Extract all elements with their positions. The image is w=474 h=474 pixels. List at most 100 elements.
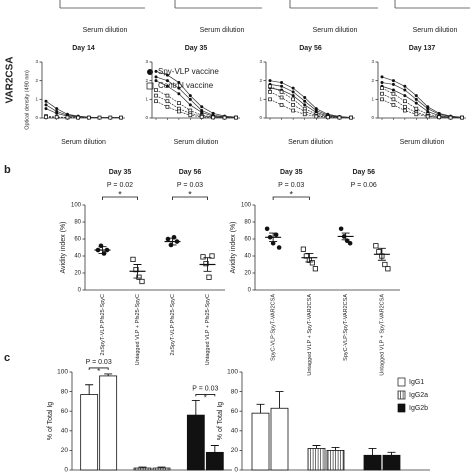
data-point: [279, 95, 284, 100]
x-tick-label: SpyC-VLP:SpyT-VAR2CSA: [343, 294, 349, 361]
data-point: [380, 81, 384, 85]
data-point: [279, 103, 284, 107]
y-tick-label: 2: [35, 78, 38, 83]
y-tick-label: 100: [57, 369, 68, 376]
x-tick-label: Untagged VLP + SpyT-VAR2CSA: [379, 294, 385, 376]
data-point: [139, 278, 145, 285]
y-tick-label: 20: [74, 271, 81, 277]
error-bar: [331, 447, 340, 451]
series-line: [381, 99, 462, 118]
significance: *: [97, 367, 100, 376]
x-axis-label: Serum dilution: [288, 139, 333, 146]
significance: *: [118, 189, 122, 199]
y-tick-label: 3: [259, 59, 262, 64]
data-point: [44, 107, 48, 111]
y-tick-label: 0: [35, 115, 38, 120]
data-point: [165, 84, 169, 88]
data-point: [437, 115, 441, 120]
data-point: [312, 266, 318, 272]
y-tick-label: 0: [64, 467, 68, 474]
data-point: [303, 95, 307, 99]
p-value: P = 0.03: [192, 385, 218, 392]
series-line: [381, 76, 463, 118]
data-point: [373, 243, 379, 249]
x-tick-label: 2xSpyT-VLP:Pfs25-SpyC: [100, 294, 106, 355]
series-line: [155, 71, 237, 118]
y-tick-label: 80: [231, 388, 239, 395]
error-bar: [377, 247, 386, 261]
series-line: [155, 80, 237, 118]
x-tick-label: 2xSpyT-VLP:Pfs25-SpyC: [170, 294, 176, 355]
data-point: [234, 115, 238, 120]
x-tick-label: Untagged VLP + Pfs25-SpyC: [205, 294, 211, 365]
data-point: [200, 105, 204, 109]
panel-label: c: [4, 352, 10, 364]
bracket: [88, 367, 109, 370]
data-point: [414, 112, 419, 117]
data-point: [130, 256, 136, 263]
bar: [363, 454, 382, 471]
y-tick-label: 100: [227, 369, 238, 376]
significance: *: [289, 189, 293, 199]
y-tick-label: 1: [35, 97, 38, 102]
bar: [326, 449, 345, 471]
data-point: [403, 88, 407, 92]
data-point: [291, 108, 295, 113]
y-tick-label: 20: [231, 447, 239, 454]
data-point: [165, 93, 170, 98]
top-row-axes: [59, 0, 470, 9]
data-point: [177, 86, 181, 90]
data-point: [414, 94, 418, 98]
x-tick-label: Untagged VLP + SpyT-VAR2CSA: [307, 294, 313, 376]
x-axis-label: Serum dilution: [313, 27, 358, 34]
y-tick-label: 60: [244, 237, 251, 243]
legend-label: Spy-VLP vaccine: [158, 67, 219, 76]
data-point: [347, 240, 353, 246]
data-point: [403, 99, 407, 104]
data-point: [291, 86, 295, 90]
data-point: [391, 79, 395, 83]
group-title: Day 56: [179, 169, 202, 176]
x-axis-label: Serum dilution: [200, 27, 245, 34]
p-value: P = 0.03: [177, 182, 203, 189]
legend-swatch: [397, 403, 406, 413]
data-point: [276, 245, 282, 250]
data-point: [200, 254, 206, 260]
data-point: [426, 107, 430, 111]
data-point: [154, 99, 158, 104]
data-point: [273, 232, 279, 238]
legend-label: IgG2a: [409, 392, 428, 399]
significance: *: [204, 394, 207, 403]
error-bar: [98, 246, 107, 254]
y-tick-label: 1: [371, 97, 374, 102]
y-tick-label: 0: [145, 115, 148, 120]
x-axis-label: Serum dilution: [61, 139, 106, 146]
data-point: [165, 99, 170, 104]
error-bar: [210, 445, 219, 453]
p-value: P = 0.03: [278, 182, 304, 189]
data-point: [119, 115, 123, 120]
data-point: [425, 114, 430, 119]
data-point: [426, 109, 430, 113]
data-point: [303, 99, 307, 103]
data-point: [280, 84, 284, 88]
y-tick-label: 80: [61, 388, 69, 395]
bar: [307, 448, 326, 471]
y-tick-label: 40: [244, 254, 251, 260]
data-point: [165, 104, 170, 109]
bar: [186, 414, 205, 471]
data-point: [200, 110, 204, 114]
data-point: [211, 115, 215, 120]
y-tick-label: 60: [61, 408, 69, 415]
chart-title: Day 137: [409, 45, 436, 52]
data-point: [188, 103, 192, 107]
x-tick-label: Untagged VLP + Pfs25-SpyC: [135, 294, 141, 365]
data-point: [154, 93, 158, 98]
y-tick-label: 0: [78, 288, 82, 294]
p-value: P = 0.03: [86, 359, 112, 366]
series-line: [269, 80, 352, 118]
data-point: [65, 115, 70, 120]
data-point: [414, 106, 419, 111]
y-axis-label: Avidity index (%): [60, 221, 67, 273]
error-bar: [368, 447, 377, 456]
